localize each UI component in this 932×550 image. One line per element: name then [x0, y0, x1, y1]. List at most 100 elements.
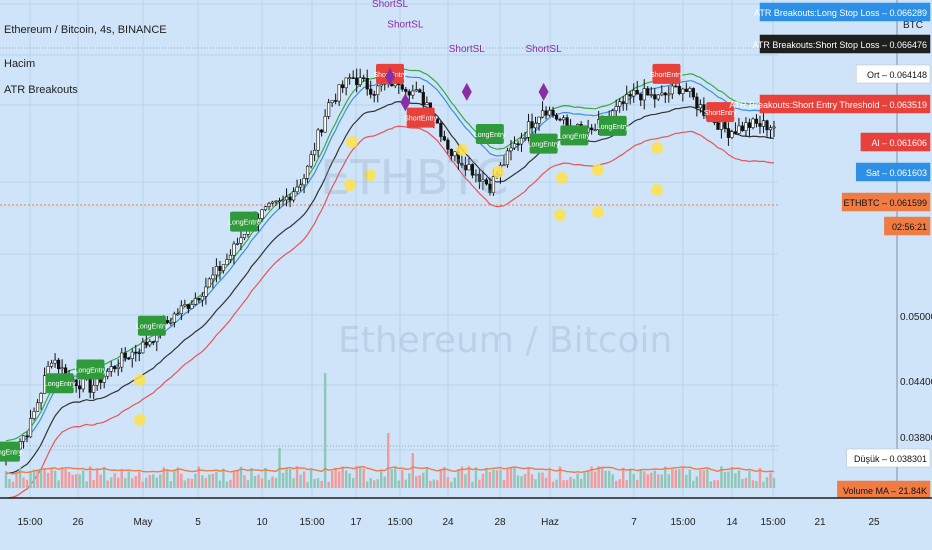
candle-body — [127, 357, 131, 360]
candle-body — [270, 201, 275, 204]
atr-indicator-label[interactable]: ATR Breakouts — [4, 84, 78, 96]
volume-bar — [257, 474, 260, 488]
candle-body — [309, 154, 313, 167]
shortsl-diamond-icon — [385, 67, 395, 86]
candle-body — [274, 200, 278, 203]
volume-bar — [60, 467, 64, 488]
axis-tag-atr-short-stop-loss[interactable] — [759, 34, 931, 54]
short-entry-label-12[interactable]: ShortEntry — [704, 102, 738, 123]
axis-tag-ort[interactable] — [855, 64, 931, 84]
axis-tag-short-entry-threshold[interactable] — [759, 94, 931, 114]
candle-body — [376, 85, 380, 96]
volume-bar — [320, 480, 323, 488]
shortsl-diamond-icon — [400, 93, 411, 112]
volume-bar — [92, 480, 95, 488]
volume-bar — [636, 479, 639, 488]
volume-bar — [576, 473, 579, 488]
long-entry-label-1[interactable]: LongEntry — [44, 373, 76, 394]
candle-body — [113, 366, 117, 370]
volume-bar — [113, 473, 116, 488]
short-entry-label-6[interactable]: ShortEntry — [404, 107, 438, 128]
candle-body — [232, 243, 236, 256]
volume-bar — [110, 477, 113, 488]
volume-bar — [741, 478, 744, 488]
long-entry-label-0[interactable]: LongEntry — [0, 441, 22, 462]
volume-bar — [278, 448, 281, 488]
long-entry-label-8[interactable]: LongEntry — [528, 133, 560, 154]
volume-bar — [478, 479, 481, 488]
candle-body — [635, 89, 639, 95]
axis-tag-ethbtc[interactable] — [841, 192, 931, 212]
candle-body — [537, 116, 541, 124]
signal-text: LongEntry — [597, 124, 629, 131]
time-tick-label: Haz — [541, 517, 559, 528]
long-entry-label-2[interactable]: LongEntry — [75, 359, 107, 380]
volume-bar — [306, 481, 309, 488]
sun-marker — [344, 179, 356, 191]
candle-body — [323, 116, 327, 133]
candle-body — [39, 393, 43, 404]
volume-indicator-label[interactable]: Hacim — [4, 58, 36, 70]
volume-bar — [579, 478, 583, 488]
shortsl-diamond-icon — [461, 82, 472, 101]
volume-bar — [380, 469, 383, 488]
volume-bar — [366, 481, 369, 488]
candle-body — [21, 435, 26, 442]
sun-marker — [592, 164, 604, 176]
axis-tag-sat[interactable] — [855, 162, 931, 182]
long-entry-label-9[interactable]: LongEntry — [558, 125, 591, 146]
candle-body — [453, 151, 457, 157]
sun-marker — [134, 414, 146, 426]
long-entry-label-4[interactable]: LongEntry — [228, 211, 261, 232]
candle-body — [88, 379, 92, 393]
axis-tag-text-countdown: 02:56:21 — [892, 222, 927, 232]
candle-body — [109, 366, 113, 372]
candle-body — [484, 179, 489, 185]
axis-tag-dusuk[interactable] — [846, 448, 931, 468]
candle-body — [49, 362, 54, 367]
candle-body — [621, 101, 625, 104]
volume-bar — [453, 477, 457, 488]
candle-body — [186, 304, 190, 309]
volume-bar — [600, 466, 604, 488]
volume-bar — [611, 474, 614, 488]
candle-body — [242, 234, 247, 239]
volume-bar — [22, 477, 25, 488]
volume-bar — [460, 466, 464, 488]
volume-bar — [474, 467, 478, 488]
axis-tag-text-short-entry-threshold: ATR Breakouts:Short Entry Threshold – 0.… — [729, 100, 927, 110]
volume-bar — [260, 478, 264, 488]
volume-bar — [443, 466, 446, 488]
axis-tag-text-ethbtc: ETHBTC – 0.061599 — [843, 198, 927, 208]
volume-bar — [429, 480, 432, 488]
ma-line-ort — [5, 101, 775, 475]
volume-bar — [481, 473, 485, 488]
short-entry-label-11[interactable]: ShortEntry — [650, 63, 684, 84]
long-entry-label-3[interactable]: LongEntry — [136, 315, 168, 336]
volume-bar — [215, 471, 218, 488]
signal-box — [560, 125, 589, 146]
long-entry-label-10[interactable]: LongEntry — [597, 115, 629, 136]
axis-tag-countdown[interactable] — [884, 216, 931, 236]
volume-bar — [520, 476, 523, 488]
volume-bar — [208, 474, 211, 488]
candle-body — [379, 84, 383, 87]
sun-marker — [456, 144, 468, 156]
candle-body — [330, 100, 334, 103]
volume-bar — [246, 480, 250, 488]
candle-body — [302, 177, 306, 186]
candle-body — [144, 341, 148, 346]
candle-body — [618, 101, 622, 107]
volume-bar — [236, 470, 239, 488]
candle-body — [60, 367, 64, 370]
candle-body — [404, 89, 408, 92]
axis-tag-atr-long-stop-loss[interactable] — [759, 2, 931, 22]
volume-bar — [250, 468, 253, 488]
candle-body — [305, 165, 310, 179]
long-entry-label-7[interactable]: LongEntry — [474, 124, 506, 145]
volume-bar — [502, 479, 506, 488]
candle-body — [407, 91, 411, 96]
axis-tag-al[interactable] — [860, 132, 931, 152]
candle-body — [747, 122, 752, 128]
